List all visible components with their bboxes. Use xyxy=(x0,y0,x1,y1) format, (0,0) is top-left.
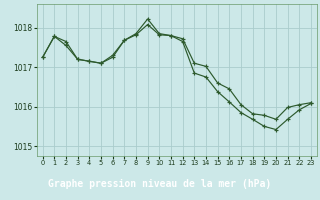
Text: Graphe pression niveau de la mer (hPa): Graphe pression niveau de la mer (hPa) xyxy=(48,179,272,189)
